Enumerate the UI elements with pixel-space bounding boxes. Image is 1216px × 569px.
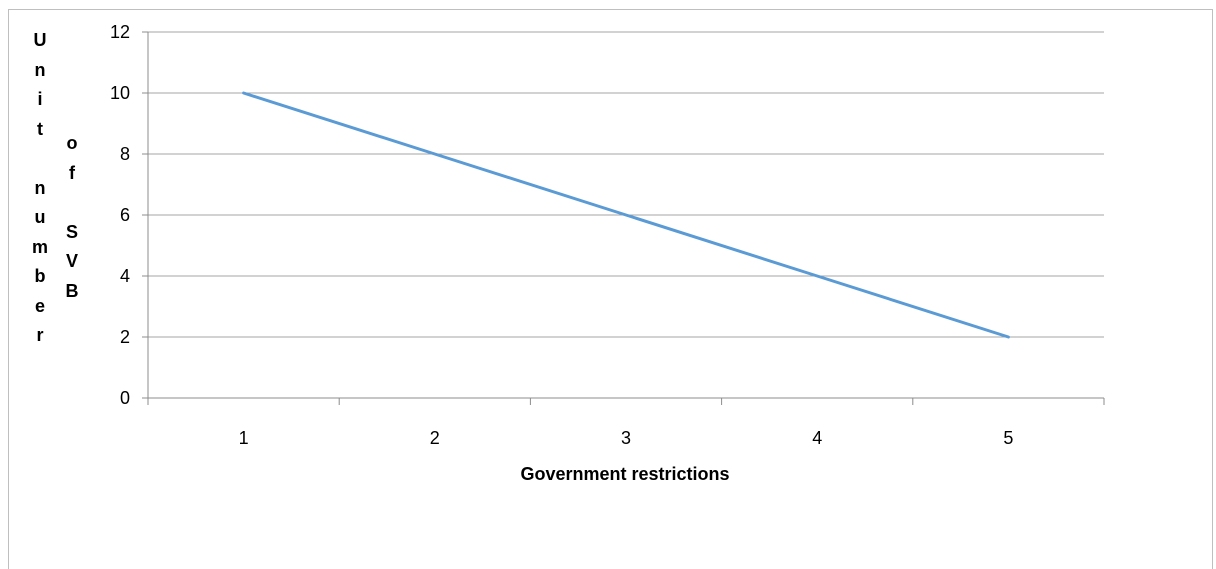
y-axis-label-char: i (30, 89, 50, 109)
x-tick-labels: 1 2 3 4 5 (239, 428, 1014, 448)
y-axis-label-char: n (30, 60, 50, 80)
y-axis-label-char: t (30, 119, 50, 139)
x-tick-label: 4 (812, 428, 822, 448)
x-tick-label: 1 (239, 428, 249, 448)
axes (142, 32, 1104, 405)
y-tick-label: 6 (120, 205, 130, 225)
y-tick-labels: 0 2 4 6 8 10 12 (110, 22, 130, 408)
y-axis-label-char: r (30, 325, 50, 345)
x-tick-label: 5 (1003, 428, 1013, 448)
y-tick-label: 10 (110, 83, 130, 103)
y-tick-label: 8 (120, 144, 130, 164)
y-axis-label-char: f (62, 163, 82, 183)
x-tick-label: 2 (430, 428, 440, 448)
y-axis-label-char: m (30, 237, 50, 257)
x-axis-label: Government restrictions (520, 464, 729, 484)
y-axis-label-char: b (30, 266, 50, 286)
y-tick-label: 12 (110, 22, 130, 42)
y-axis-label-char: u (30, 207, 50, 227)
y-axis-label-char: B (62, 281, 82, 301)
y-axis-label-char: o (62, 133, 82, 153)
y-axis-label-char: e (30, 296, 50, 316)
y-axis-label-char: V (62, 251, 82, 271)
y-tick-label: 0 (120, 388, 130, 408)
y-tick-label: 2 (120, 327, 130, 347)
gridlines (148, 32, 1104, 337)
y-tick-label: 4 (120, 266, 130, 286)
y-axis-label-char: S (62, 222, 82, 242)
y-axis-label-char: U (30, 30, 50, 50)
y-axis-label-char: n (30, 178, 50, 198)
x-tick-label: 3 (621, 428, 631, 448)
